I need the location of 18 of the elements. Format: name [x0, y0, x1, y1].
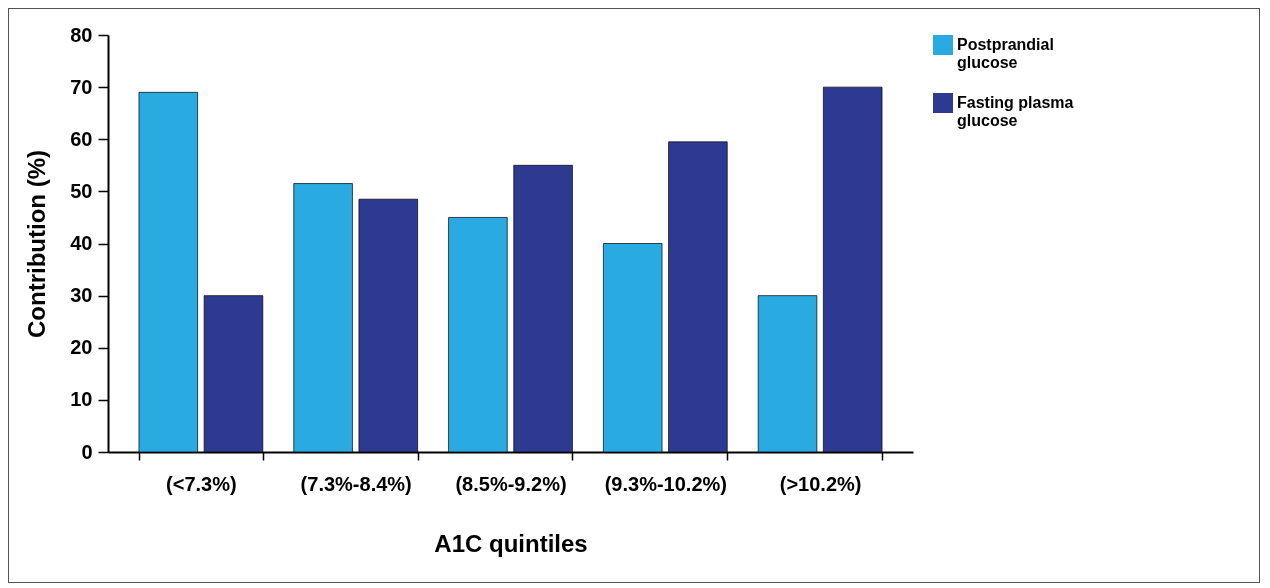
x-tick-label: (8.5%-9.2%)	[455, 472, 567, 495]
y-tick-label: 20	[70, 336, 93, 359]
y-axis-title: Contribution (%)	[23, 150, 51, 338]
legend-label: Fasting plasma glucose	[957, 94, 1074, 129]
y-tick-label: 0	[81, 440, 93, 463]
x-tick-label: (<7.3%)	[166, 472, 237, 495]
x-axis-title: A1C quintiles	[434, 529, 588, 557]
x-tick-label: (7.3%-8.4%)	[300, 472, 412, 495]
x-tick-label: (>10.2%)	[779, 472, 862, 495]
y-tick-label: 80	[70, 23, 93, 46]
legend-label: Postprandial glucose	[957, 36, 1054, 71]
y-tick-label: 60	[70, 127, 93, 150]
y-tick-label: 70	[70, 75, 93, 98]
y-tick-label: 50	[70, 179, 93, 202]
y-tick-label: 10	[70, 388, 93, 411]
y-tick-label: 40	[70, 232, 93, 254]
y-tick-label: 30	[70, 284, 93, 307]
x-tick-label: (9.3%-10.2%)	[604, 472, 727, 495]
